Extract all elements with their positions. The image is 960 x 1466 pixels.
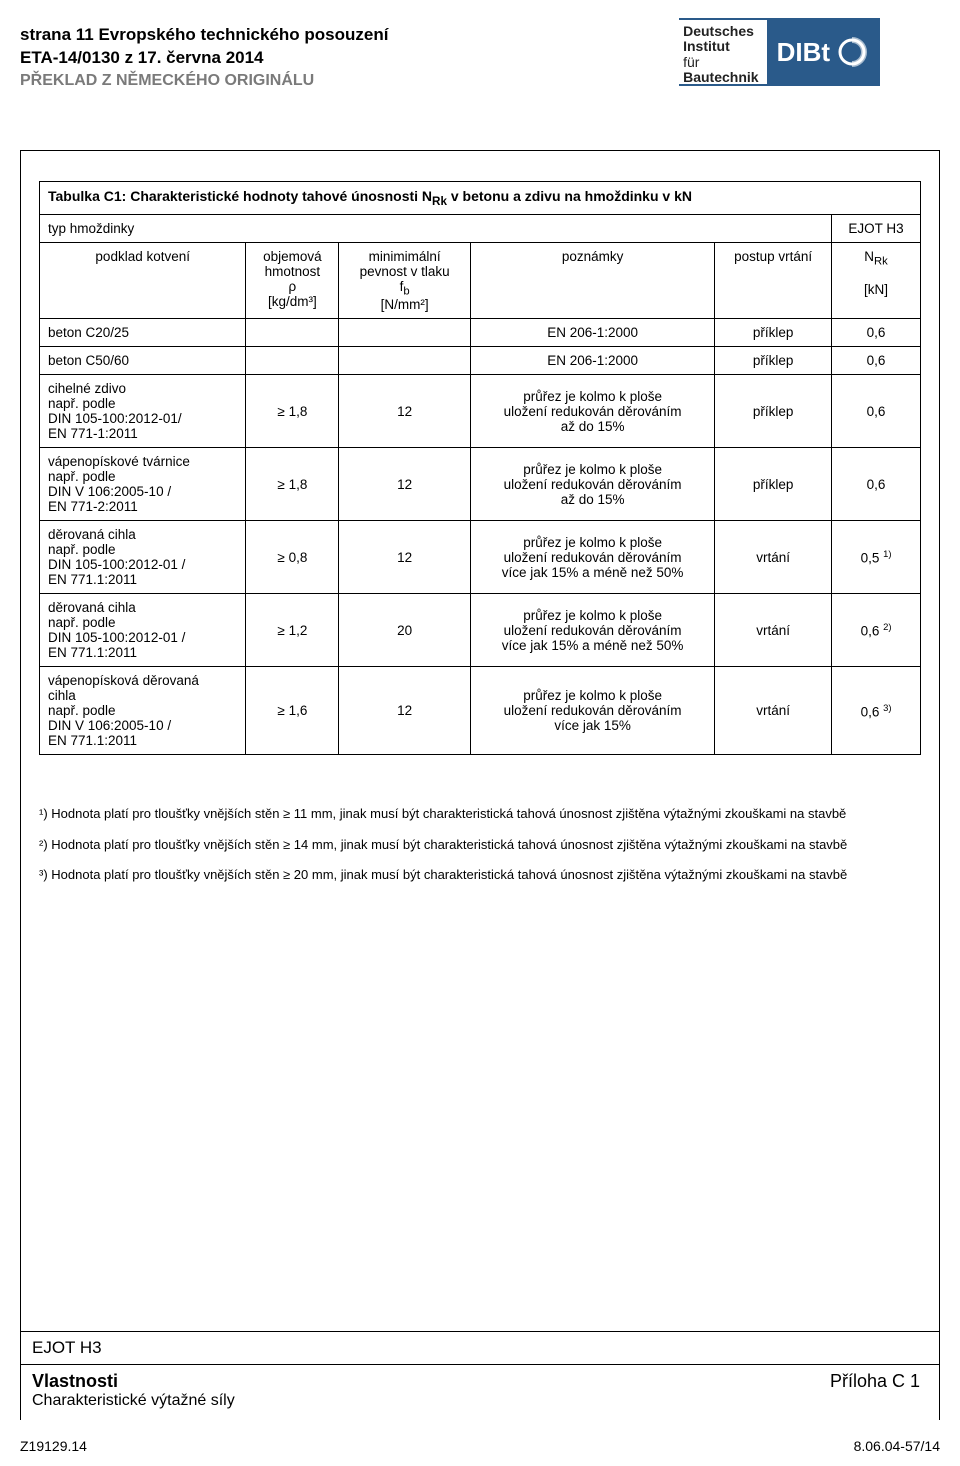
table-row: beton C20/25 EN 206-1:2000příklep0,6 [40, 319, 921, 347]
cell-nrk: 0,6 [832, 375, 921, 448]
cell-notes: průřez je kolmo k plošeuložení redukován… [470, 521, 714, 594]
cell-drill: příklep [715, 347, 832, 375]
bottom-left: Vlastnosti Charakteristické výtažné síly [32, 1371, 235, 1410]
footnote-2: ²) Hodnota platí pro tloušťky vnějších s… [39, 836, 921, 854]
cell-nrk: 0,6 [832, 347, 921, 375]
footer-left: Z19129.14 [20, 1438, 87, 1454]
cell-drill: příklep [715, 319, 832, 347]
cell-nrk: 0,6 3) [832, 667, 921, 755]
cell-anchor: vápenopískové tvárnicenapř. podleDIN V 1… [40, 448, 246, 521]
bottom-appendix: Příloha C 1 [830, 1371, 920, 1392]
bottom-box: EJOT H3 Vlastnosti Charakteristické výta… [20, 1331, 940, 1420]
footnotes: ¹) Hodnota platí pro tloušťky vnějších s… [39, 805, 921, 884]
logo-text: Deutsches Institut für Bautechnik [679, 20, 766, 84]
cell-anchor: beton C20/25 [40, 319, 246, 347]
cell-anchor: beton C50/60 [40, 347, 246, 375]
dibt-brand: DIBt [767, 20, 880, 84]
cell-density: ≥ 1,6 [246, 667, 339, 755]
cell-strength [339, 319, 471, 347]
cell-density: ≥ 0,8 [246, 521, 339, 594]
cell-notes: EN 206-1:2000 [470, 347, 714, 375]
table-row: beton C50/60 EN 206-1:2000příklep0,6 [40, 347, 921, 375]
cell-drill: příklep [715, 375, 832, 448]
dibt-logo: Deutsches Institut für Bautechnik DIBt [679, 18, 880, 86]
cell-density: ≥ 1,8 [246, 448, 339, 521]
cell-anchor: děrovaná cihlanapř. podleDIN 105-100:201… [40, 521, 246, 594]
cell-strength [339, 347, 471, 375]
type-value: EJOT H3 [832, 214, 921, 242]
cell-nrk: 0,6 2) [832, 594, 921, 667]
cell-notes: průřez je kolmo k plošeuložení redukován… [470, 667, 714, 755]
cell-drill: vrtání [715, 594, 832, 667]
cell-notes: průřez je kolmo k plošeuložení redukován… [470, 594, 714, 667]
cell-density [246, 347, 339, 375]
hdr-strength: minimimální pevnost v tlaku fb [N/mm²] [339, 242, 471, 319]
cell-strength: 20 [339, 594, 471, 667]
cell-notes: průřez je kolmo k plošeuložení redukován… [470, 448, 714, 521]
hdr-density: objemová hmotnost ρ [kg/dm³] [246, 242, 339, 319]
cell-density: ≥ 1,2 [246, 594, 339, 667]
cell-drill: vrtání [715, 667, 832, 755]
table-title: Tabulka C1: Charakteristické hodnoty tah… [40, 181, 921, 214]
cell-strength: 12 [339, 448, 471, 521]
cell-nrk: 0,6 [832, 448, 921, 521]
content-frame: Tabulka C1: Charakteristické hodnoty tah… [20, 150, 940, 1420]
hdr-notes: poznámky [470, 242, 714, 319]
cell-density [246, 319, 339, 347]
cell-notes: EN 206-1:2000 [470, 319, 714, 347]
cell-anchor: cihelné zdivonapř. podleDIN 105-100:2012… [40, 375, 246, 448]
table-row: vápenopísková děrovanácihlanapř. podleDI… [40, 667, 921, 755]
bottom-product: EJOT H3 [20, 1332, 940, 1365]
footnote-3: ³) Hodnota platí pro tloušťky vnějších s… [39, 866, 921, 884]
table-row: cihelné zdivonapř. podleDIN 105-100:2012… [40, 375, 921, 448]
hdr-anchor: podklad kotvení [40, 242, 246, 319]
footer-right: 8.06.04-57/14 [854, 1438, 940, 1454]
footnote-1: ¹) Hodnota platí pro tloušťky vnějších s… [39, 805, 921, 823]
cell-nrk: 0,5 1) [832, 521, 921, 594]
table-row: děrovaná cihlanapř. podleDIN 105-100:201… [40, 594, 921, 667]
cell-strength: 12 [339, 667, 471, 755]
table-row: vápenopískové tvárnicenapř. podleDIN V 1… [40, 448, 921, 521]
cell-nrk: 0,6 [832, 319, 921, 347]
cell-strength: 12 [339, 375, 471, 448]
cell-notes: průřez je kolmo k plošeuložení redukován… [470, 375, 714, 448]
cell-anchor: děrovaná cihlanapř. podleDIN 105-100:201… [40, 594, 246, 667]
cell-drill: vrtání [715, 521, 832, 594]
cell-density: ≥ 1,8 [246, 375, 339, 448]
type-label: typ hmoždinky [40, 214, 832, 242]
cell-anchor: vápenopísková děrovanácihlanapř. podleDI… [40, 667, 246, 755]
table-row: děrovaná cihlanapř. podleDIN 105-100:201… [40, 521, 921, 594]
page-footer: Z19129.14 8.06.04-57/14 [0, 1430, 960, 1466]
hdr-drill: postup vrtání [715, 242, 832, 319]
hdr-nrk: NRk [kN] [832, 242, 921, 319]
data-table: Tabulka C1: Charakteristické hodnoty tah… [39, 181, 921, 755]
cell-strength: 12 [339, 521, 471, 594]
cell-drill: příklep [715, 448, 832, 521]
